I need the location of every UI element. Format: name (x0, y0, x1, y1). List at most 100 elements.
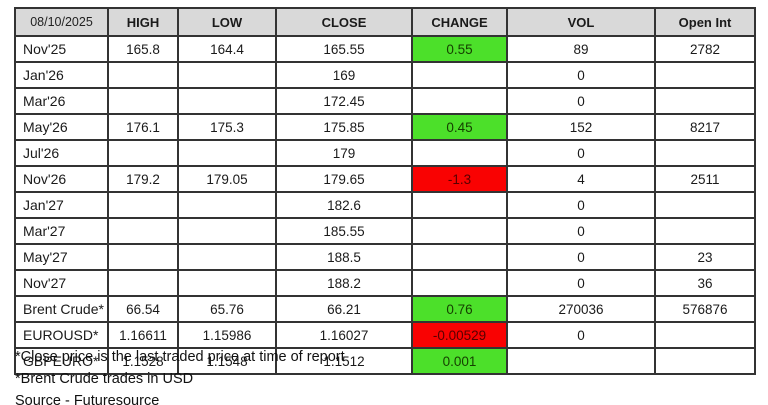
contract-label: Jan'27 (14, 191, 109, 219)
high-cell (107, 269, 179, 297)
contract-label: Nov'25 (14, 35, 109, 63)
table-row: EUROUSD* 1.16611 1.15986 1.16027 -0.0052… (14, 321, 756, 349)
close-cell: 66.21 (275, 295, 413, 323)
openint-cell: 8217 (654, 113, 756, 141)
openint-cell (654, 321, 756, 349)
contract-label: Nov'26 (14, 165, 109, 193)
table-row: May'26 176.1 175.3 175.85 0.45 152 8217 (14, 113, 756, 141)
change-cell: -1.3 (411, 165, 508, 193)
table-row: May'27 188.5 0 23 (14, 243, 756, 271)
table-row: Jan'26 169 0 (14, 61, 756, 89)
column-header-vol: VOL (506, 7, 656, 37)
change-cell (411, 61, 508, 89)
close-cell: 165.55 (275, 35, 413, 63)
low-cell (177, 217, 277, 245)
high-cell: 66.54 (107, 295, 179, 323)
openint-cell (654, 347, 756, 375)
table-row: Jan'27 182.6 0 (14, 191, 756, 219)
contract-label: May'26 (14, 113, 109, 141)
contract-label: Jul'26 (14, 139, 109, 167)
contract-label: GBPEURO* (14, 347, 109, 375)
high-cell: 165.8 (107, 35, 179, 63)
vol-cell: 0 (506, 217, 656, 245)
change-cell: 0.001 (411, 347, 508, 375)
column-header-change: CHANGE (411, 7, 508, 37)
contract-label: EUROUSD* (14, 321, 109, 349)
low-cell (177, 243, 277, 271)
contract-label: Nov'27 (14, 269, 109, 297)
high-cell: 176.1 (107, 113, 179, 141)
vol-cell: 0 (506, 61, 656, 89)
openint-cell (654, 191, 756, 219)
openint-cell (654, 61, 756, 89)
table-row: Brent Crude* 66.54 65.76 66.21 0.76 2700… (14, 295, 756, 323)
openint-cell (654, 217, 756, 245)
change-cell (411, 269, 508, 297)
table-row: Nov'26 179.2 179.05 179.65 -1.3 4 2511 (14, 165, 756, 193)
high-cell (107, 243, 179, 271)
high-cell (107, 217, 179, 245)
openint-cell (654, 87, 756, 115)
report-date: 08/10/2025 (14, 7, 109, 37)
table-header-row: 08/10/2025 HIGH LOW CLOSE CHANGE VOL Ope… (14, 7, 756, 37)
low-cell (177, 87, 277, 115)
low-cell: 175.3 (177, 113, 277, 141)
table-row: Jul'26 179 0 (14, 139, 756, 167)
close-cell: 169 (275, 61, 413, 89)
low-cell: 179.05 (177, 165, 277, 193)
contract-label: May'27 (14, 243, 109, 271)
high-cell (107, 191, 179, 219)
contract-label: Brent Crude* (14, 295, 109, 323)
close-cell: 1.1512 (275, 347, 413, 375)
table-row: Nov'27 188.2 0 36 (14, 269, 756, 297)
close-cell: 179 (275, 139, 413, 167)
change-cell (411, 139, 508, 167)
vol-cell: 4 (506, 165, 656, 193)
column-header-high: HIGH (107, 7, 179, 37)
low-cell: 65.76 (177, 295, 277, 323)
close-cell: 175.85 (275, 113, 413, 141)
vol-cell: 0 (506, 321, 656, 349)
vol-cell: 0 (506, 191, 656, 219)
vol-cell: 0 (506, 243, 656, 271)
vol-cell: 89 (506, 35, 656, 63)
high-cell: 1.1528 (107, 347, 179, 375)
close-cell: 1.16027 (275, 321, 413, 349)
change-cell (411, 217, 508, 245)
high-cell (107, 61, 179, 89)
openint-cell: 23 (654, 243, 756, 271)
high-cell (107, 139, 179, 167)
close-cell: 182.6 (275, 191, 413, 219)
vol-cell: 0 (506, 139, 656, 167)
openint-cell: 36 (654, 269, 756, 297)
low-cell: 1.15986 (177, 321, 277, 349)
high-cell: 179.2 (107, 165, 179, 193)
vol-cell: 270036 (506, 295, 656, 323)
openint-cell: 2511 (654, 165, 756, 193)
low-cell: 1.1548 (177, 347, 277, 375)
low-cell: 164.4 (177, 35, 277, 63)
close-cell: 179.65 (275, 165, 413, 193)
column-header-close: CLOSE (275, 7, 413, 37)
change-cell (411, 191, 508, 219)
change-cell: 0.55 (411, 35, 508, 63)
close-cell: 172.45 (275, 87, 413, 115)
footnotes: *Close price is the last traded price at… (15, 346, 345, 405)
low-cell (177, 61, 277, 89)
vol-cell: 0 (506, 269, 656, 297)
change-cell (411, 87, 508, 115)
contract-label: Mar'27 (14, 217, 109, 245)
footnote-close-price: *Close price is the last traded price at… (15, 349, 345, 365)
high-cell: 1.16611 (107, 321, 179, 349)
low-cell (177, 269, 277, 297)
change-cell: 0.45 (411, 113, 508, 141)
close-cell: 188.5 (275, 243, 413, 271)
column-header-openint: Open Int (654, 7, 756, 37)
contract-label: Jan'26 (14, 61, 109, 89)
close-cell: 185.55 (275, 217, 413, 245)
change-cell: 0.76 (411, 295, 508, 323)
footnote-brent-usd: *Brent Crude trades in USD (15, 371, 194, 387)
high-cell (107, 87, 179, 115)
close-cell: 188.2 (275, 269, 413, 297)
